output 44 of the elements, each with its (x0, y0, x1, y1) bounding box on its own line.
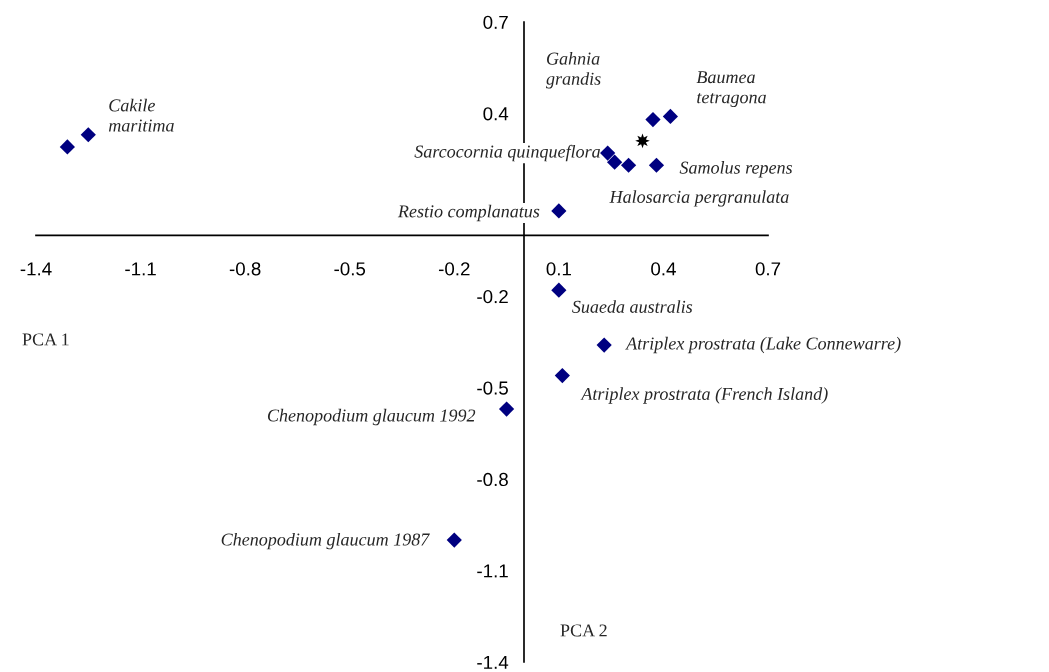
point (607, 154, 623, 170)
point (554, 367, 570, 384)
x-tick-label: -0.5 (334, 262, 366, 276)
point (498, 401, 515, 417)
annotation: Chenopodium glaucum 1992 (267, 408, 476, 426)
y-tick-label: 0.7 (483, 15, 508, 29)
y-tick-label: -0.8 (477, 472, 508, 487)
point (596, 337, 612, 353)
x-tick-label: -0.8 (229, 262, 261, 276)
annotation: Baumea tetragona (696, 71, 766, 107)
annotation: Halosarcia pergranulata (609, 190, 789, 207)
point (59, 139, 75, 155)
x-tick-label: 0.1 (546, 262, 571, 276)
annotation: Sarcocornia quinqueflora (414, 144, 600, 162)
x-tick-label: -1.4 (20, 262, 52, 276)
point (620, 157, 637, 173)
y-axis-title: PCA 2 (560, 624, 607, 637)
y-tick-label: -0.2 (477, 289, 508, 304)
point (551, 282, 567, 298)
y-tick-label: 0.4 (483, 107, 509, 121)
annotation: Atriplex prostrata (French Island) (580, 387, 828, 404)
point (80, 127, 96, 143)
annotation: Suaeda australis (572, 300, 693, 313)
annotation: Restio complanatus (397, 204, 540, 222)
annotation: Gahnia grandis (546, 52, 601, 89)
x-axis-title: PCA 1 (22, 333, 69, 346)
annotation: Samolus repens (679, 161, 793, 178)
point (645, 111, 661, 128)
point (446, 532, 462, 548)
y-tick-label: -1.4 (477, 655, 509, 669)
x-tick-label: -0.2 (438, 262, 470, 276)
y-tick-label: -0.5 (477, 381, 508, 395)
point (635, 133, 650, 149)
point (662, 108, 679, 125)
annotation: Cakile maritima (108, 98, 174, 132)
annotation: Atriplex prostrata (Lake Connewarre) (625, 336, 901, 354)
x-tick-label: -1.1 (125, 262, 156, 276)
point (600, 145, 616, 161)
y-tick-label: -1.1 (477, 564, 508, 578)
x-tick-label: 0.4 (651, 262, 676, 276)
x-tick-label: 0.7 (755, 262, 781, 276)
point (648, 157, 665, 173)
point (551, 203, 567, 219)
annotation: Chenopodium glaucum 1987 (221, 532, 430, 550)
